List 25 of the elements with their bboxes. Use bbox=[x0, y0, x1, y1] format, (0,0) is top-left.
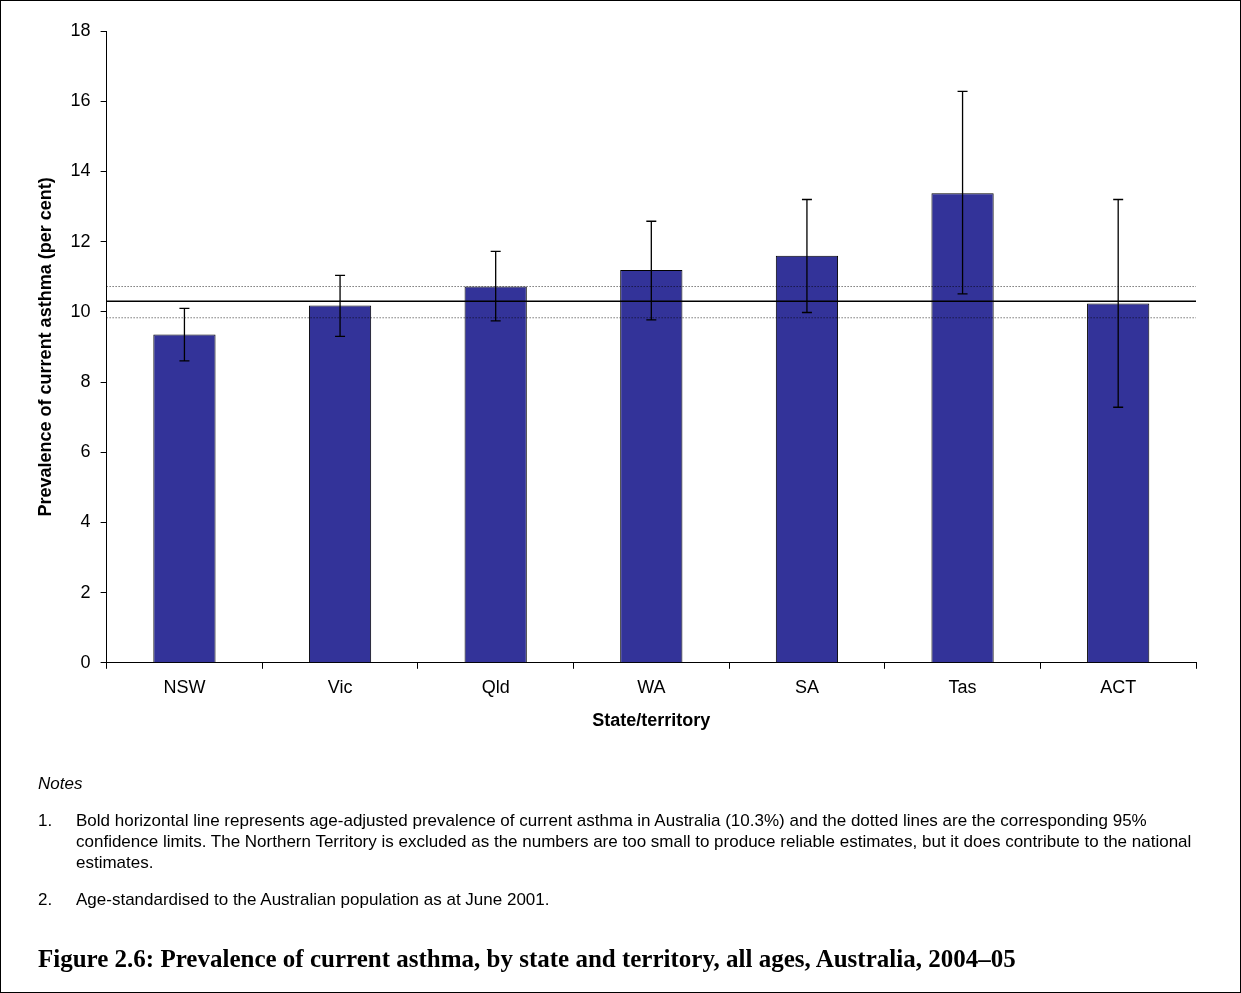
x-axis-title: State/territory bbox=[592, 710, 711, 731]
y-tick-label: 6 bbox=[80, 441, 91, 462]
x-tick-label: WA bbox=[637, 676, 666, 697]
y-tick-label: 2 bbox=[80, 581, 91, 602]
y-tick-label: 18 bbox=[70, 19, 91, 40]
text: Age-standardised to the Australian population as at June 2001. bbox=[76, 889, 550, 910]
y-axis-title: Prevalence of current asthma (per cent) bbox=[34, 177, 55, 517]
x-tick-label: ACT bbox=[1100, 676, 1137, 697]
y-tick-label: 10 bbox=[70, 300, 91, 321]
x-tick-label: NSW bbox=[163, 676, 206, 697]
y-tick-label: 8 bbox=[80, 370, 91, 391]
x-tick-label: SA bbox=[794, 676, 819, 697]
y-tick-label: 0 bbox=[80, 651, 91, 672]
text: Notes bbox=[38, 773, 84, 794]
text: Figure 2.6: Prevalence of current asthma, by state and territory, all ages, Australia, 2004–05 bbox=[38, 945, 1016, 973]
y-tick-label: 16 bbox=[70, 90, 91, 111]
y-tick-label: 12 bbox=[70, 230, 91, 251]
x-tick-label: Qld bbox=[481, 676, 510, 697]
text: 2. bbox=[38, 889, 54, 910]
y-tick-label: 14 bbox=[70, 160, 91, 181]
text: 1. bbox=[38, 810, 54, 832]
text: Bold horizontal line represents age-adjusted prevalence of current asthma in Australia (10.3%) and the dotted lines are the corresponding 95% confidence limits. The Northern Territory is excluded as the numbers are too small to produce reliable estimates, but it does contribute to the national estimates. bbox=[76, 810, 1193, 873]
x-tick-label: Vic bbox=[327, 676, 353, 697]
y-tick-label: 4 bbox=[80, 511, 91, 532]
x-tick-label: Tas bbox=[948, 676, 977, 697]
